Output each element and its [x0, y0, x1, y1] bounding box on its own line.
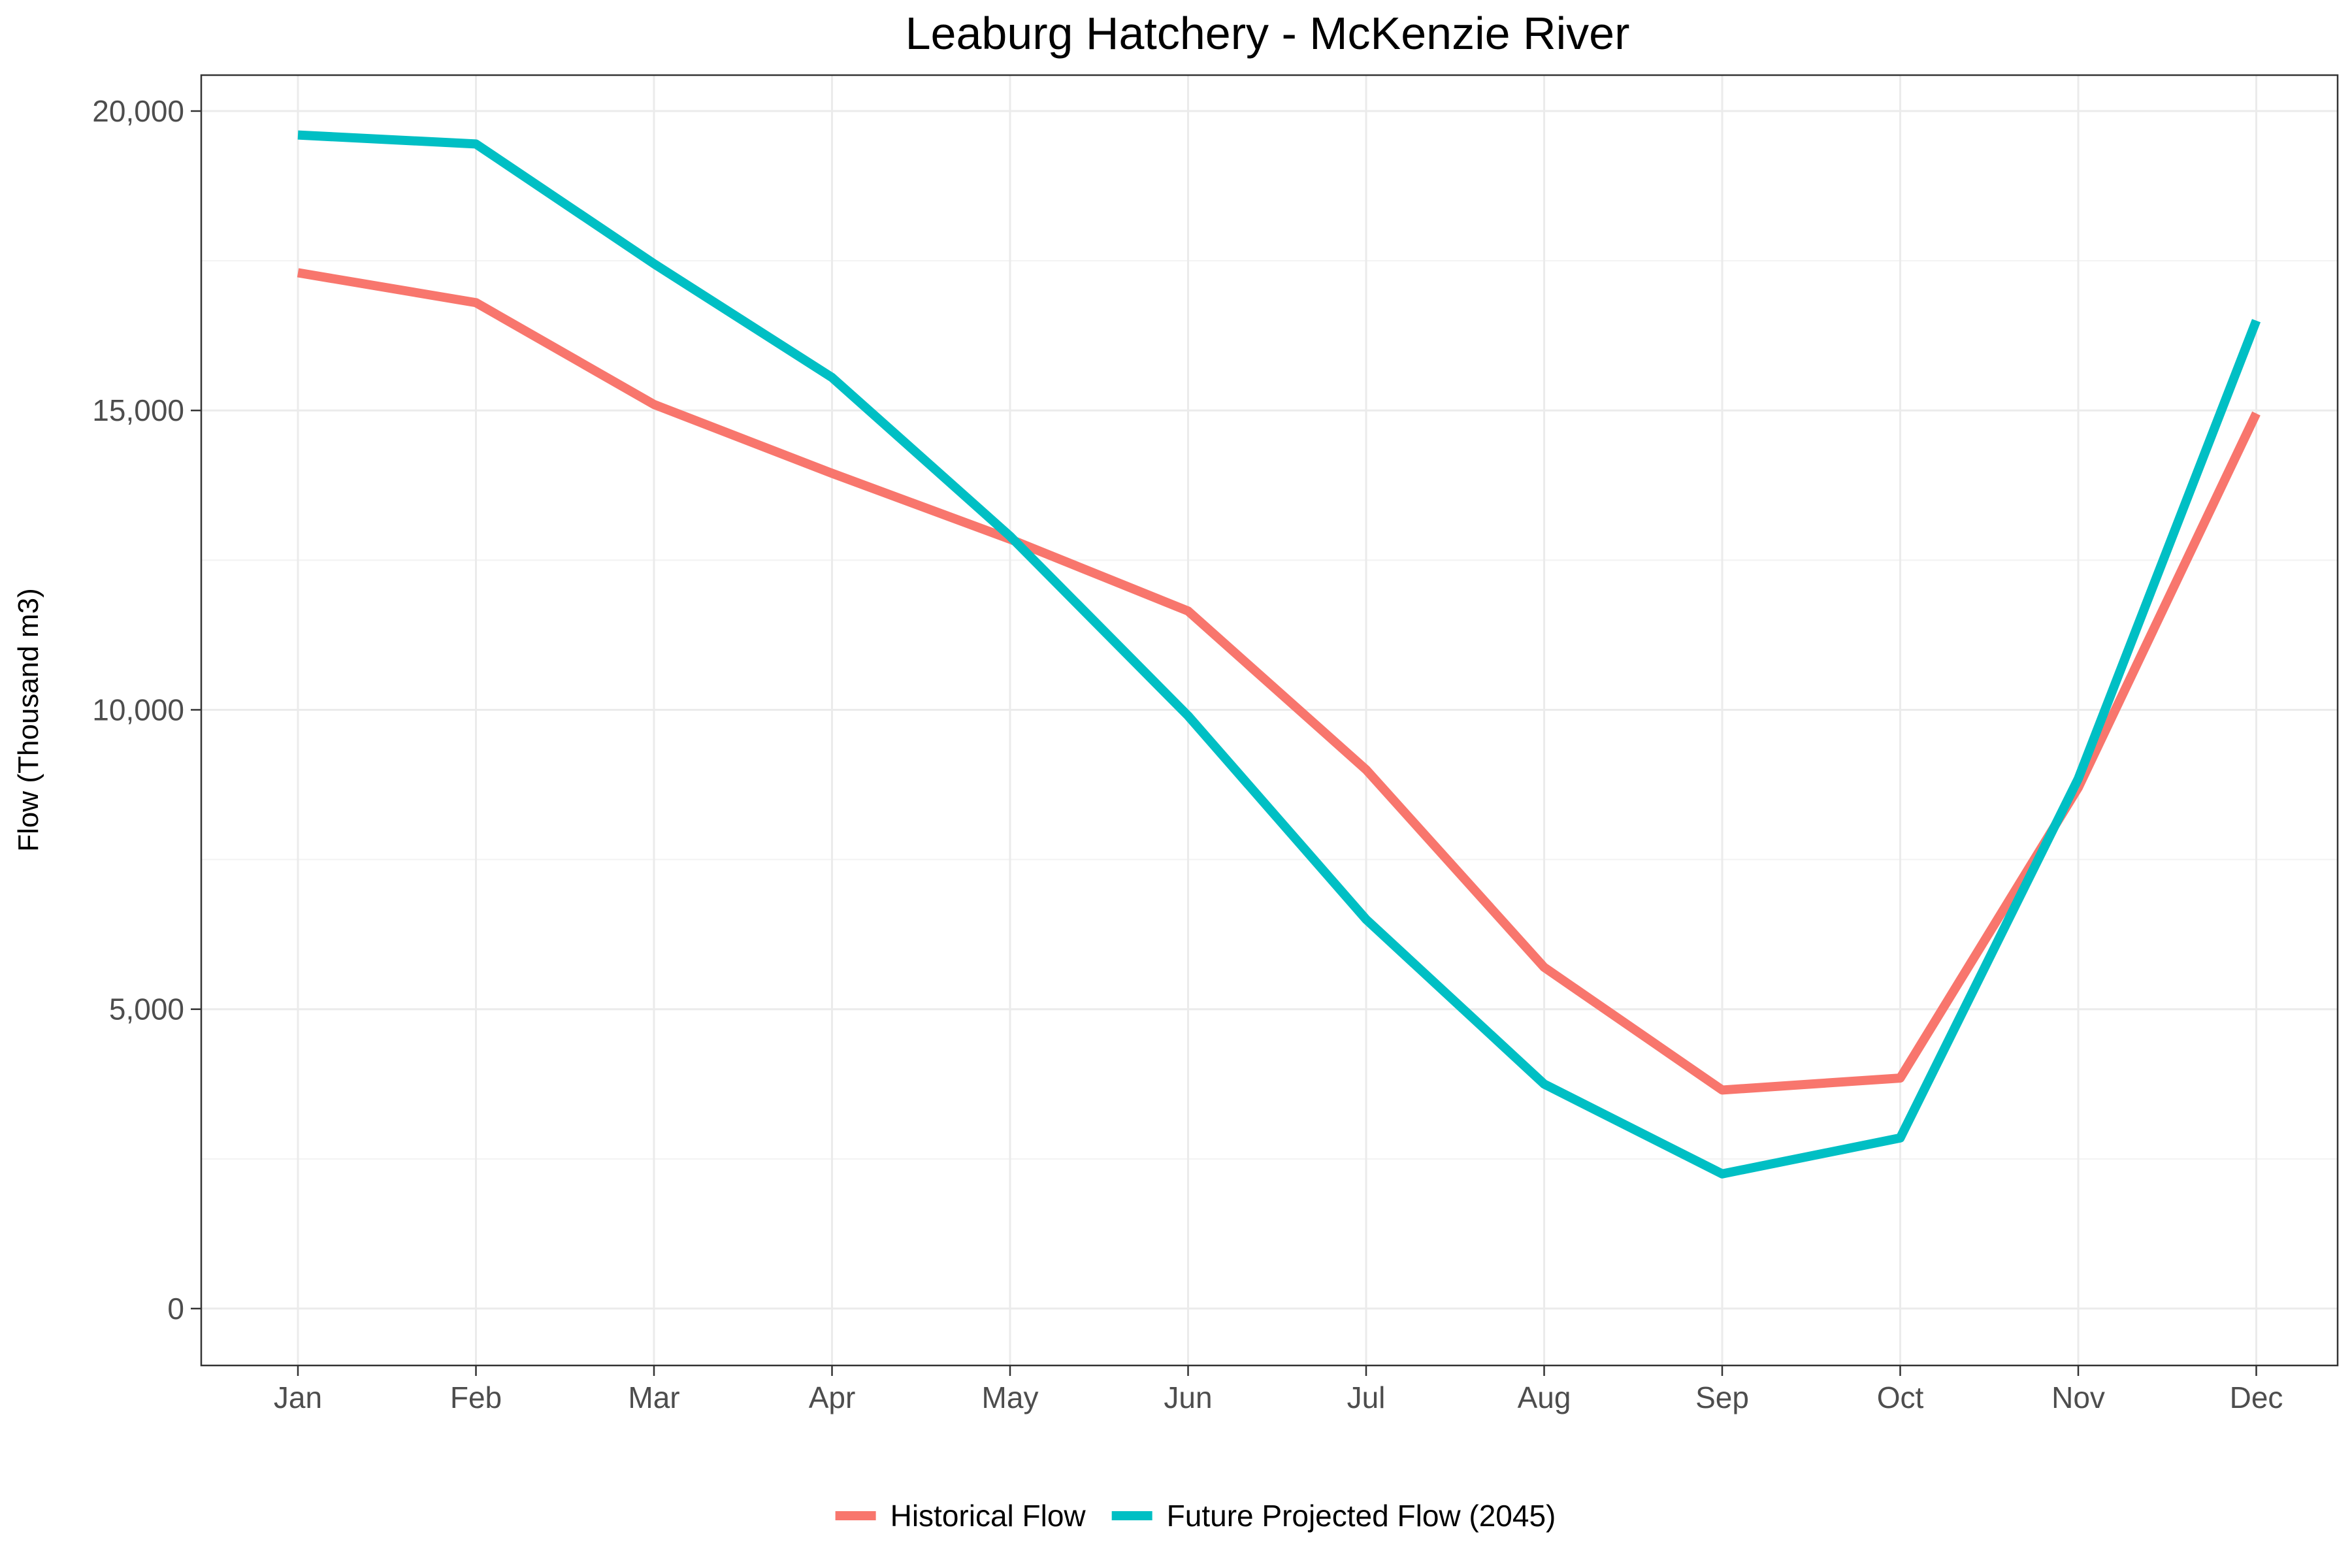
- legend: Historical Flow Future Projected Flow (20…: [835, 1499, 1556, 1533]
- grid: [201, 75, 2338, 1365]
- series-lines: [297, 130, 2261, 1179]
- y-tick-label: 5,000: [109, 992, 184, 1026]
- x-tick-label: Sep: [1695, 1380, 1749, 1414]
- y-tick-label: 15,000: [92, 393, 184, 427]
- series-line-1: [297, 268, 2261, 1095]
- x-tick-label: Aug: [1518, 1380, 1571, 1414]
- x-tick-label: Jul: [1347, 1380, 1386, 1414]
- x-tick-label: Nov: [2051, 1380, 2105, 1414]
- y-tick-label: 0: [167, 1292, 184, 1326]
- y-axis: 0 5,000 10,000 15,000 20,000: [92, 94, 201, 1326]
- y-axis-label: Flow (Thousand m3): [12, 588, 44, 851]
- legend-label: Future Projected Flow (2045): [1167, 1499, 1556, 1533]
- x-tick-label: May: [982, 1380, 1039, 1414]
- x-tick-label: Jan: [274, 1380, 322, 1414]
- legend-label: Historical Flow: [890, 1499, 1086, 1533]
- x-tick-label: Oct: [1877, 1380, 1924, 1414]
- x-tick-label: Dec: [2230, 1380, 2283, 1414]
- x-tick-label: Jun: [1164, 1380, 1212, 1414]
- panel-border: [200, 74, 2339, 1367]
- series-line-2: [297, 130, 2261, 1179]
- y-tick-label: 20,000: [92, 94, 184, 128]
- y-tick-label: 10,000: [92, 693, 184, 727]
- x-axis: Jan Feb Mar Apr May Jun Jul Aug Sep Oct Nov Dec: [274, 1365, 2283, 1414]
- x-tick-label: Mar: [628, 1380, 679, 1414]
- chart-title: Leaburg Hatchery - McKenzie River: [906, 8, 1630, 59]
- x-tick-label: Feb: [450, 1380, 502, 1414]
- x-tick-label: Apr: [809, 1380, 856, 1414]
